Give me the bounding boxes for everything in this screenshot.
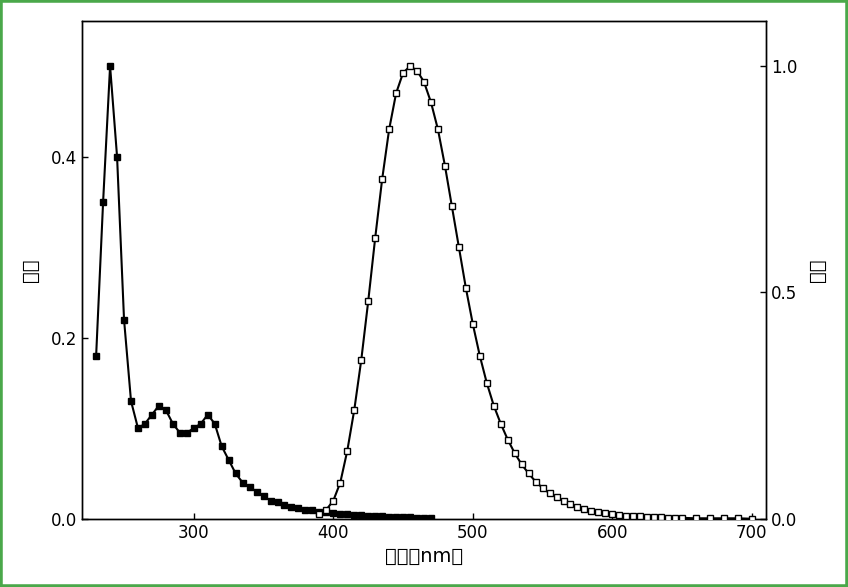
Y-axis label: 强度: 强度 <box>808 258 827 282</box>
X-axis label: 波长（nm）: 波长（nm） <box>385 547 463 566</box>
Y-axis label: 强度: 强度 <box>21 258 40 282</box>
